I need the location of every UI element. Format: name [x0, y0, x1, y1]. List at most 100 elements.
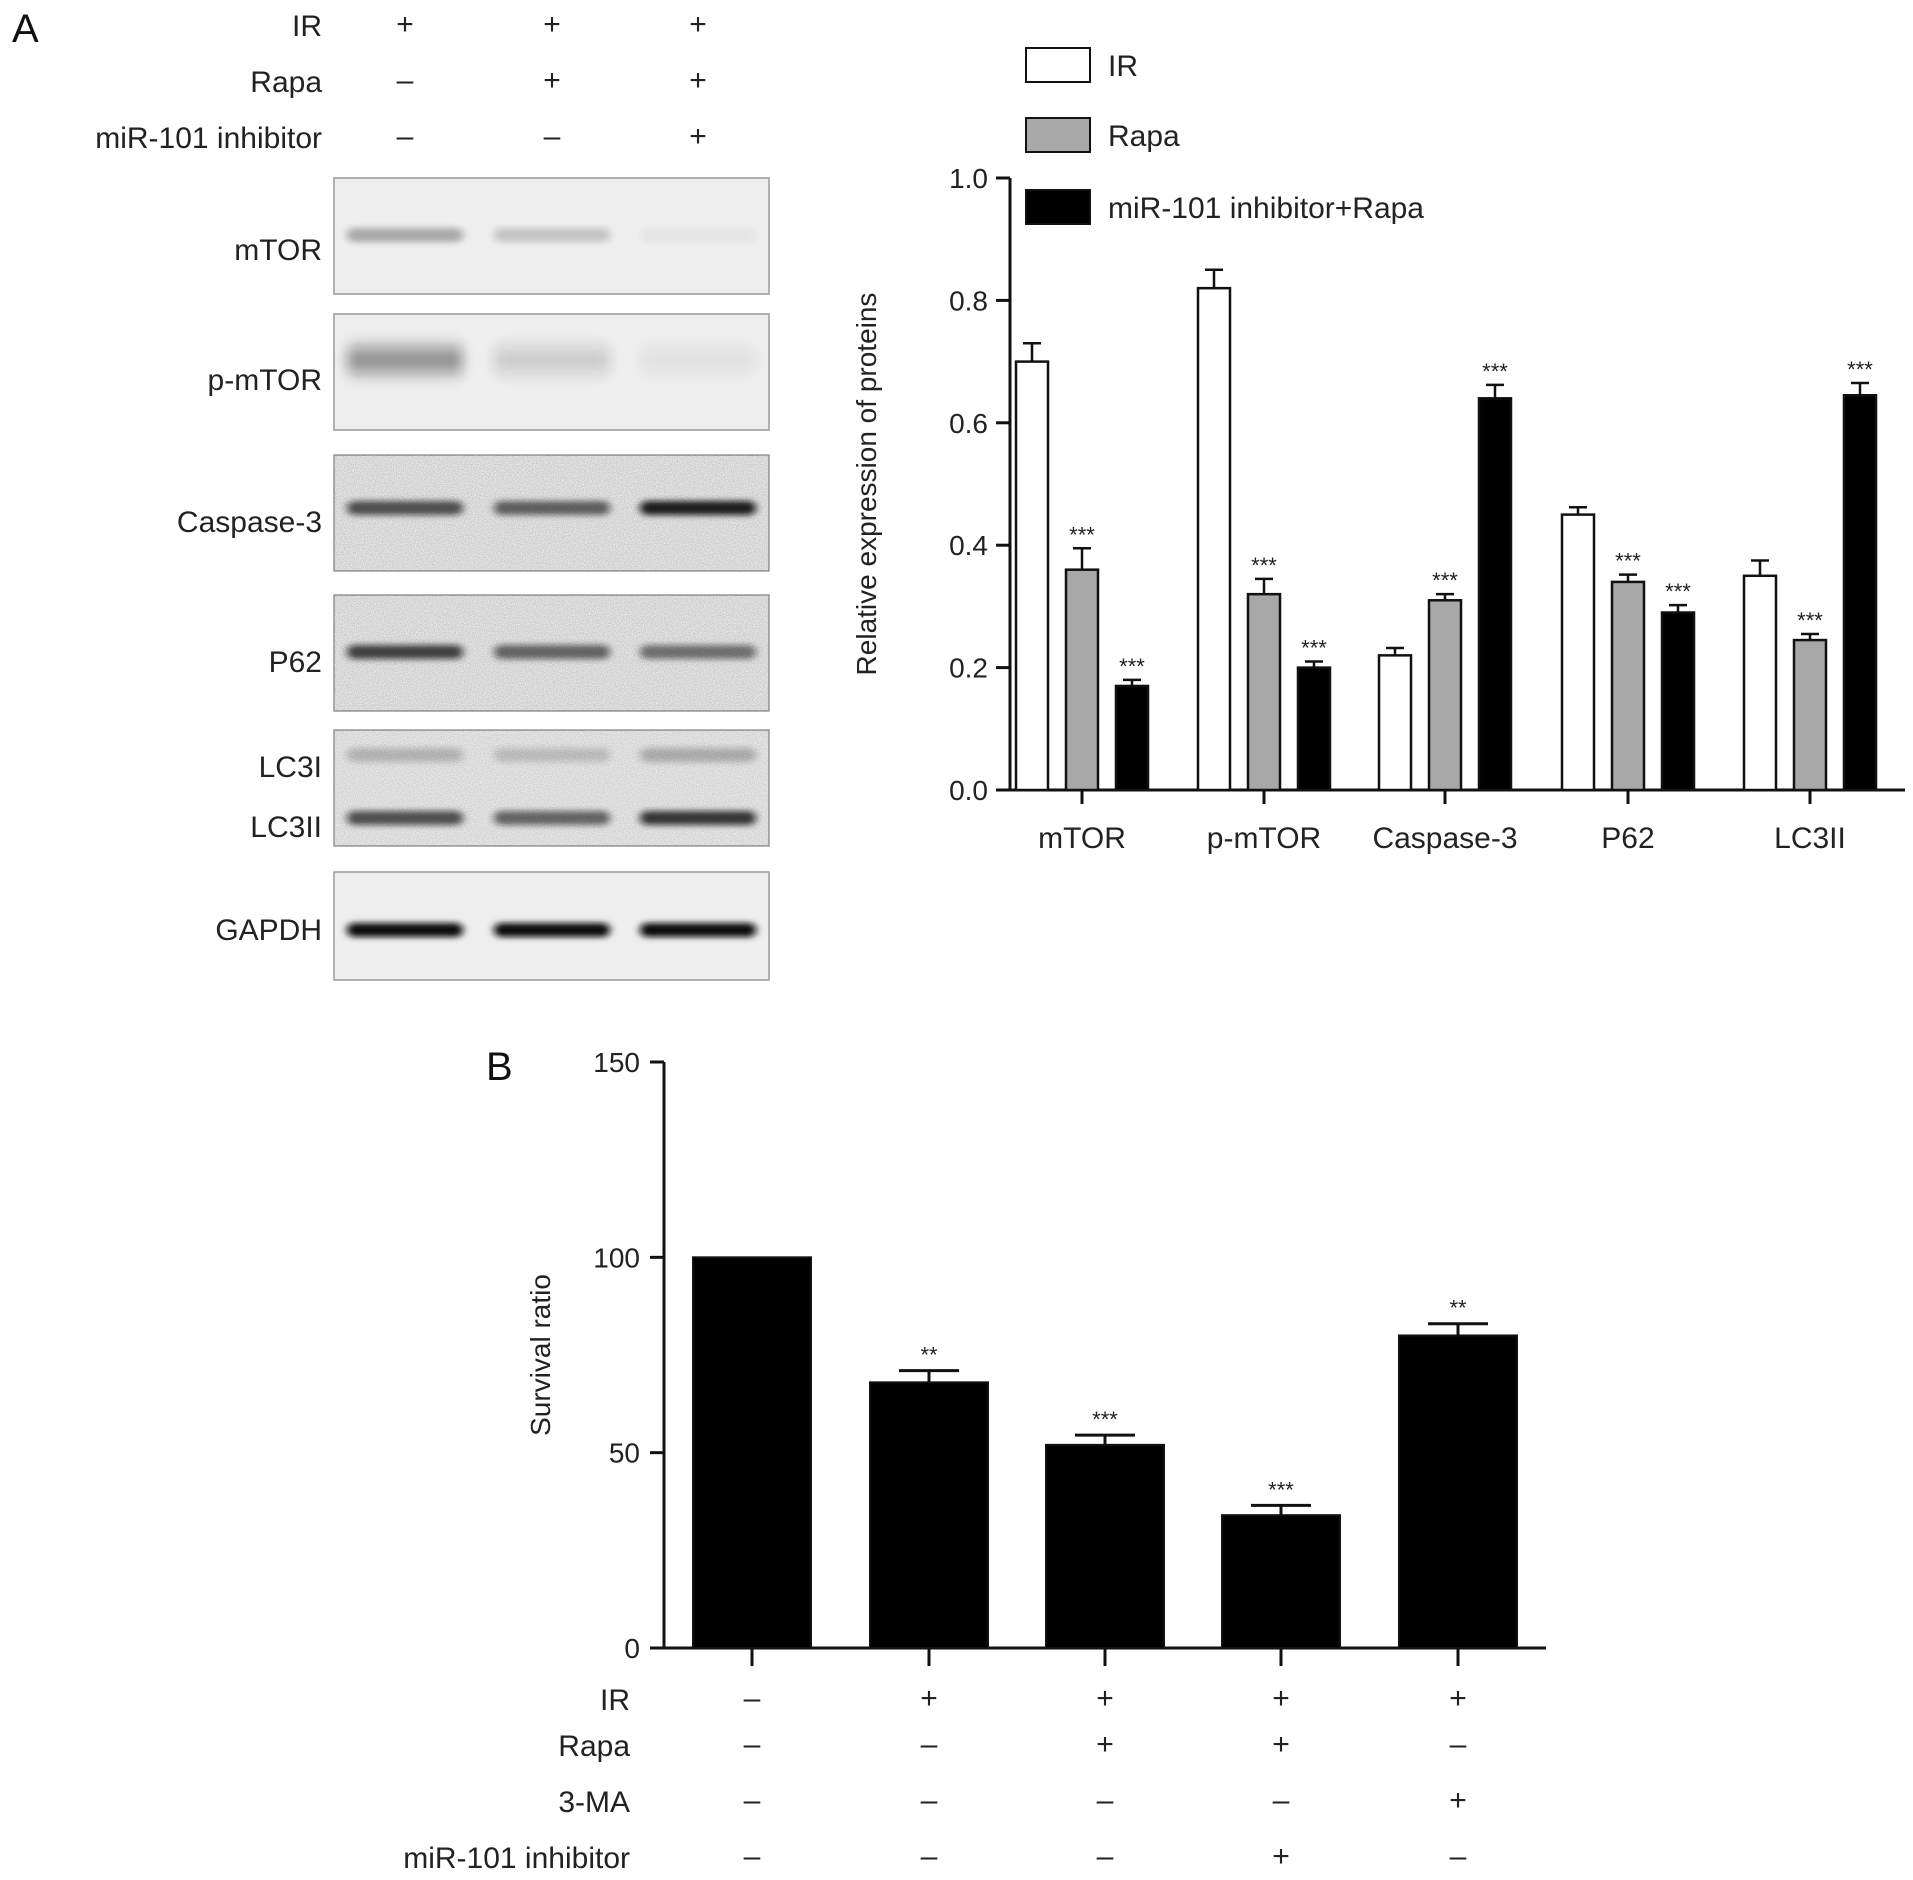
chart-b-condition-sign: – [1097, 1840, 1114, 1873]
chart-a-category-lc3ii: LC3II [1774, 822, 1846, 855]
condition-label-mir-101-inhibitor: miR-101 inhibitor [95, 122, 322, 155]
chart-a-significance-mark: *** [1665, 579, 1691, 604]
blot-band [494, 347, 610, 373]
chart-a-bar-mir-101-inhibitor-rapa-mtor [1114, 684, 1150, 792]
blot-band [640, 228, 756, 242]
chart-b-condition-sign: + [1449, 1784, 1467, 1817]
blot-band [347, 923, 463, 937]
chart-a-significance-mark: *** [1432, 568, 1458, 593]
chart-b-bars: ********** [692, 1256, 1518, 1650]
chart-b-significance-mark: ** [920, 1343, 938, 1368]
chart-a-bar-rapa-p-mtor [1246, 592, 1282, 792]
condition-sign: + [689, 8, 707, 41]
blot-label-p-mtor: p-mTOR [208, 364, 322, 397]
chart-a-category-p-mtor: p-mTOR [1207, 822, 1321, 855]
chart-a-significance-mark: *** [1482, 359, 1508, 384]
chart-b-y-tick-label: 50 [609, 1438, 640, 1469]
condition-sign: + [543, 64, 561, 97]
chart-a-bar-rapa-caspase-3 [1427, 599, 1463, 792]
chart-b-bar-3 [1045, 1443, 1165, 1650]
chart-a-bars: *** *** *** *** *** *** *** *** *** *** [1014, 268, 1878, 792]
blot-band [347, 347, 463, 373]
blot-band [347, 501, 463, 515]
chart-b-condition-sign: + [1096, 1682, 1114, 1715]
chart-a-category-mtor: mTOR [1038, 822, 1126, 855]
blot-band [640, 645, 756, 659]
panel-b-letter: B [486, 1045, 513, 1089]
chart-a-bar-mir-101-inhibitor-rapa-caspase-3 [1477, 397, 1513, 792]
condition-sign: + [689, 64, 707, 97]
chart-b-condition-sign: – [744, 1682, 761, 1715]
chart-b-condition-sign: – [744, 1840, 761, 1873]
chart-a-y-tick-label: 0.2 [949, 653, 988, 684]
chart-b-condition-label-ir: IR [600, 1684, 630, 1717]
condition-sign: – [397, 64, 414, 97]
chart-b-bar-4 [1221, 1514, 1341, 1649]
legend-label-rapa: Rapa [1108, 120, 1180, 153]
chart-b-condition-sign: + [1272, 1840, 1290, 1873]
chart-a-significance-mark: *** [1301, 635, 1327, 660]
chart-b-condition-rows: IR – + + + + Rapa – – + + – 3-MA – – – – + miR-101 inhibit… [403, 1682, 1467, 1875]
chart-a-bar-ir-p62 [1560, 513, 1596, 792]
blot-band [347, 228, 463, 242]
chart-a-bar-mir-101-inhibitor-rapa-p-mtor [1296, 666, 1332, 792]
panel-a-letter: A [12, 7, 39, 51]
legend-label-mir-101-inhibitor-rapa: miR-101 inhibitor+Rapa [1108, 192, 1424, 225]
blot-band [640, 748, 756, 762]
chart-b-y-axis-title: Survival ratio [525, 1274, 556, 1436]
chart-a-significance-mark: *** [1797, 608, 1823, 633]
blot-band [347, 748, 463, 762]
blot-band [640, 923, 756, 937]
chart-a-category-caspase-3: Caspase-3 [1372, 822, 1517, 855]
blot-strip-p62 [333, 594, 770, 712]
blot-label-mtor: mTOR [234, 234, 322, 267]
chart-b-condition-sign: + [1272, 1728, 1290, 1761]
chart-b-bar-2 [869, 1381, 989, 1649]
chart-b-condition-label-mir-101-inhibitor: miR-101 inhibitor [403, 1842, 630, 1875]
chart-b-condition-sign: – [921, 1728, 938, 1761]
blot-band [494, 811, 610, 825]
chart-b-condition-label-3-ma: 3-MA [558, 1786, 630, 1819]
blot-band [494, 645, 610, 659]
blot-noise [334, 730, 769, 846]
chart-b-condition-sign: – [1097, 1784, 1114, 1817]
legend-swatch-mir-101-inhibitor-rapa [1025, 189, 1091, 225]
chart-b-y-tick-label: 150 [593, 1047, 640, 1078]
blot-band [347, 811, 463, 825]
legend-label-ir: IR [1108, 50, 1138, 83]
legend-swatch-ir [1025, 47, 1091, 83]
blot-band [494, 748, 610, 762]
chart-a-category-labels: mTOR p-mTOR Caspase-3 P62 LC3II [1038, 822, 1846, 855]
chart-b-condition-sign: – [1450, 1840, 1467, 1873]
condition-label-ir: IR [292, 10, 322, 43]
blot-strip-p-mtor [333, 313, 770, 431]
blot-band [640, 501, 756, 515]
chart-b-y-tick-label: 100 [593, 1242, 640, 1273]
blot-label-lc3ii: LC3II [250, 811, 322, 844]
chart-a-y-tick-label: 0.0 [949, 775, 988, 806]
chart-a-significance-mark: *** [1069, 522, 1095, 547]
chart-a-bar-rapa-p62 [1610, 580, 1646, 792]
condition-sign: – [397, 120, 414, 153]
blot-strip-mtor [333, 177, 770, 295]
western-blot: mTOR p-mTOR Caspase-3 P62 LC3I LC3II GAPDH [177, 177, 770, 981]
chart-b-condition-sign: + [920, 1682, 938, 1715]
chart-b-condition-label-rapa: Rapa [558, 1730, 630, 1763]
chart-a-category-p62: P62 [1601, 822, 1654, 855]
chart-a-bar-mir-101-inhibitor-rapa-p62 [1660, 611, 1696, 792]
condition-label-rapa: Rapa [250, 66, 322, 99]
chart-b-y-tick-label: 0 [624, 1633, 640, 1664]
blot-band [347, 645, 463, 659]
blot-band [640, 811, 756, 825]
chart-a-y-tick-label: 0.6 [949, 408, 988, 439]
chart-a-bar-mir-101-inhibitor-rapa-lc3ii [1842, 394, 1878, 792]
chart-a-significance-mark: *** [1615, 549, 1641, 574]
chart-a-bar-ir-caspase-3 [1377, 654, 1413, 792]
chart-b-condition-sign: + [1449, 1682, 1467, 1715]
chart-a-significance-mark: *** [1251, 553, 1277, 578]
blot-label-lc3i: LC3I [259, 751, 322, 784]
chart-a-significance-mark: *** [1119, 654, 1145, 679]
blot-label-gapdh: GAPDH [215, 914, 322, 947]
chart-b-significance-mark: *** [1268, 1477, 1294, 1502]
